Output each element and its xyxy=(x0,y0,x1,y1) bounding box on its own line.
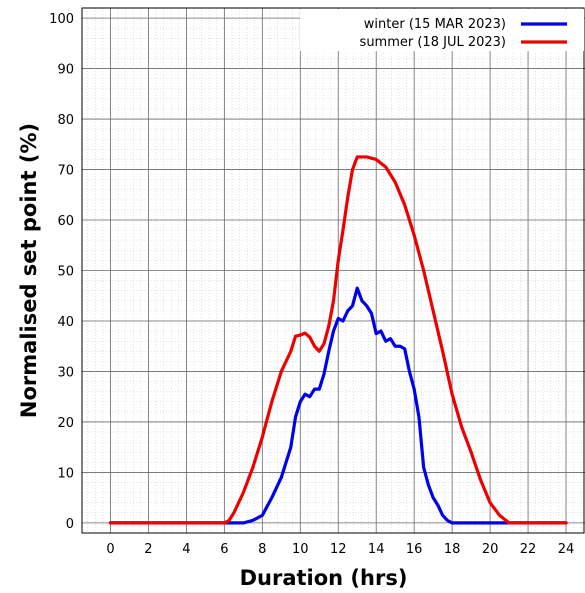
x-tick-label: 4 xyxy=(182,542,190,557)
y-tick-label: 40 xyxy=(57,315,74,330)
x-tick-label: 2 xyxy=(144,542,152,557)
x-tick-label: 20 xyxy=(482,542,499,557)
series-line-1 xyxy=(108,155,568,525)
legend-label-0: winter (15 MAR 2023) xyxy=(364,17,506,32)
x-tick-label: 8 xyxy=(258,542,266,557)
x-axis-label: Duration (hrs) xyxy=(240,566,408,590)
y-tick-label: 50 xyxy=(57,265,74,280)
x-tick-label: 14 xyxy=(368,542,385,557)
x-tick-label: 24 xyxy=(558,542,575,557)
y-tick-label: 10 xyxy=(57,466,74,481)
x-tick-label: 16 xyxy=(406,542,423,557)
x-tick-label: 18 xyxy=(444,542,461,557)
x-tick-label: 10 xyxy=(292,542,309,557)
y-tick-label: 70 xyxy=(57,164,74,179)
y-tick-label: 90 xyxy=(57,63,74,78)
series-line-0 xyxy=(108,286,568,525)
y-axis-label: Normalised set point (%) xyxy=(17,123,41,418)
y-tick-label: 20 xyxy=(57,416,74,431)
series-lines xyxy=(108,155,568,525)
tick-labels: 0 2 4 6 8 10 12 14 16 18 20 22 240102030405060708090… xyxy=(49,12,574,557)
y-tick-label: 60 xyxy=(57,214,74,229)
x-tick-label: 22 xyxy=(520,542,537,557)
plot-frame xyxy=(81,7,585,534)
legend-background xyxy=(300,9,584,51)
x-tick-label: 12 xyxy=(330,542,347,557)
y-tick-label: 30 xyxy=(57,365,74,380)
y-tick-label: 0 xyxy=(66,517,74,532)
y-tick-label: 80 xyxy=(57,113,74,128)
x-tick-label: 0 xyxy=(106,542,114,557)
legend-label-1: summer (18 JUL 2023) xyxy=(360,35,506,50)
legend: winter (15 MAR 2023) summer (18 JUL 2023) xyxy=(300,9,584,51)
major-grid xyxy=(82,8,585,533)
x-tick-label: 6 xyxy=(220,542,228,557)
y-tick-label: 100 xyxy=(49,12,74,27)
